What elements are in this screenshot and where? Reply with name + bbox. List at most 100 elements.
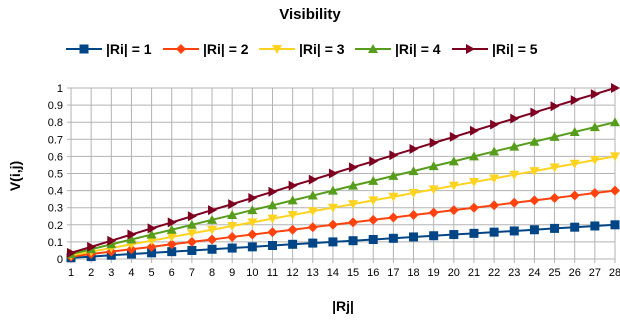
data-point bbox=[267, 214, 278, 224]
data-point bbox=[429, 231, 439, 241]
series-3 bbox=[66, 152, 620, 261]
data-point bbox=[348, 217, 359, 228]
data-point bbox=[610, 220, 620, 230]
data-point bbox=[247, 229, 258, 240]
data-point bbox=[348, 200, 359, 210]
data-point bbox=[166, 239, 177, 250]
data-point bbox=[308, 174, 318, 185]
chart-title: Visibility bbox=[279, 6, 341, 23]
x-tick-label: 12 bbox=[287, 267, 299, 279]
data-point bbox=[408, 166, 419, 176]
data-point bbox=[247, 205, 258, 215]
data-point bbox=[127, 229, 137, 240]
data-point bbox=[247, 218, 258, 228]
y-tick-label: 0.9 bbox=[48, 100, 63, 112]
data-point bbox=[448, 205, 459, 216]
data-point bbox=[146, 241, 157, 252]
legend-item: |Ri| = 4 bbox=[355, 41, 441, 57]
x-tick-label: 23 bbox=[508, 267, 520, 279]
data-point bbox=[228, 199, 238, 210]
data-point bbox=[288, 239, 298, 249]
data-point bbox=[529, 195, 540, 206]
legend-label: |Ri| = 4 bbox=[395, 41, 441, 57]
data-point bbox=[570, 222, 580, 232]
x-tick-labels: 1 2 3 4 5 6 7 8 9 10 11 12 13 14 15 16 17 18 19 20 21 22 23 24 2… bbox=[68, 267, 620, 279]
data-point bbox=[610, 185, 620, 196]
x-tick-label: 26 bbox=[569, 267, 581, 279]
y-tick-label: 1 bbox=[57, 83, 63, 95]
data-point bbox=[107, 235, 117, 246]
legend-marker bbox=[176, 44, 186, 54]
data-point bbox=[147, 248, 157, 258]
data-point bbox=[227, 231, 238, 242]
data-point bbox=[368, 214, 379, 225]
data-point bbox=[449, 230, 459, 240]
y-tick-label: 0 bbox=[57, 254, 63, 266]
x-tick-label: 25 bbox=[548, 267, 560, 279]
data-point bbox=[388, 170, 399, 180]
x-tick-label: 24 bbox=[528, 267, 540, 279]
x-tick-label: 4 bbox=[128, 267, 134, 279]
x-tick-label: 9 bbox=[229, 267, 235, 279]
x-tick-label: 16 bbox=[367, 267, 379, 279]
data-point bbox=[227, 221, 238, 231]
data-point bbox=[369, 156, 379, 167]
data-point bbox=[247, 242, 257, 252]
y-tick-label: 0.3 bbox=[48, 203, 63, 215]
legend: |Ri| = 1 |Ri| = 2 |Ri| = 3 |Ri| = 4 |Ri| = 5 bbox=[66, 41, 538, 57]
data-point bbox=[187, 211, 197, 222]
data-point bbox=[590, 89, 600, 100]
data-point bbox=[207, 225, 218, 235]
y-tick-label: 0.6 bbox=[48, 151, 63, 163]
data-point bbox=[327, 203, 338, 213]
data-point bbox=[589, 187, 600, 198]
x-tick-label: 27 bbox=[589, 267, 601, 279]
data-point bbox=[328, 168, 338, 179]
data-point bbox=[348, 236, 358, 246]
data-point bbox=[328, 237, 338, 247]
data-point bbox=[287, 224, 298, 235]
x-tick-label: 3 bbox=[108, 267, 114, 279]
series-4 bbox=[66, 117, 620, 259]
data-point bbox=[409, 144, 419, 155]
x-tick-label: 2 bbox=[88, 267, 94, 279]
data-point bbox=[368, 235, 378, 245]
data-point bbox=[146, 236, 157, 246]
data-point bbox=[509, 197, 520, 208]
data-point bbox=[448, 181, 459, 191]
data-point bbox=[408, 188, 419, 198]
data-point bbox=[227, 243, 237, 253]
data-point bbox=[549, 131, 560, 141]
legend-marker bbox=[79, 44, 89, 54]
data-point bbox=[207, 214, 218, 224]
data-point bbox=[187, 245, 197, 255]
data-point bbox=[529, 225, 539, 235]
data-point bbox=[530, 107, 540, 118]
y-tick-label: 0.5 bbox=[48, 169, 63, 181]
plot-area bbox=[66, 83, 620, 263]
legend-item: |Ri| = 2 bbox=[163, 41, 249, 57]
legend-item: |Ri| = 5 bbox=[452, 41, 538, 57]
x-tick-label: 7 bbox=[189, 267, 195, 279]
data-point bbox=[610, 152, 620, 162]
data-point bbox=[448, 156, 459, 166]
data-point bbox=[570, 95, 580, 106]
data-point bbox=[268, 186, 278, 197]
data-point bbox=[307, 222, 318, 233]
data-point bbox=[87, 241, 97, 252]
data-point bbox=[67, 247, 76, 258]
data-point bbox=[529, 136, 540, 146]
x-axis-title: |Rj| bbox=[332, 298, 354, 314]
data-point bbox=[348, 180, 359, 190]
data-point bbox=[468, 178, 479, 188]
data-point bbox=[167, 217, 177, 228]
data-point bbox=[308, 238, 318, 248]
x-tick-label: 14 bbox=[327, 267, 339, 279]
series-line bbox=[70, 155, 616, 257]
x-tick-label: 8 bbox=[209, 267, 215, 279]
y-axis-title: V(i,j) bbox=[7, 161, 23, 191]
x-tick-label: 19 bbox=[428, 267, 440, 279]
data-point bbox=[207, 234, 218, 245]
x-tick-label: 22 bbox=[488, 267, 500, 279]
data-point bbox=[409, 232, 419, 242]
